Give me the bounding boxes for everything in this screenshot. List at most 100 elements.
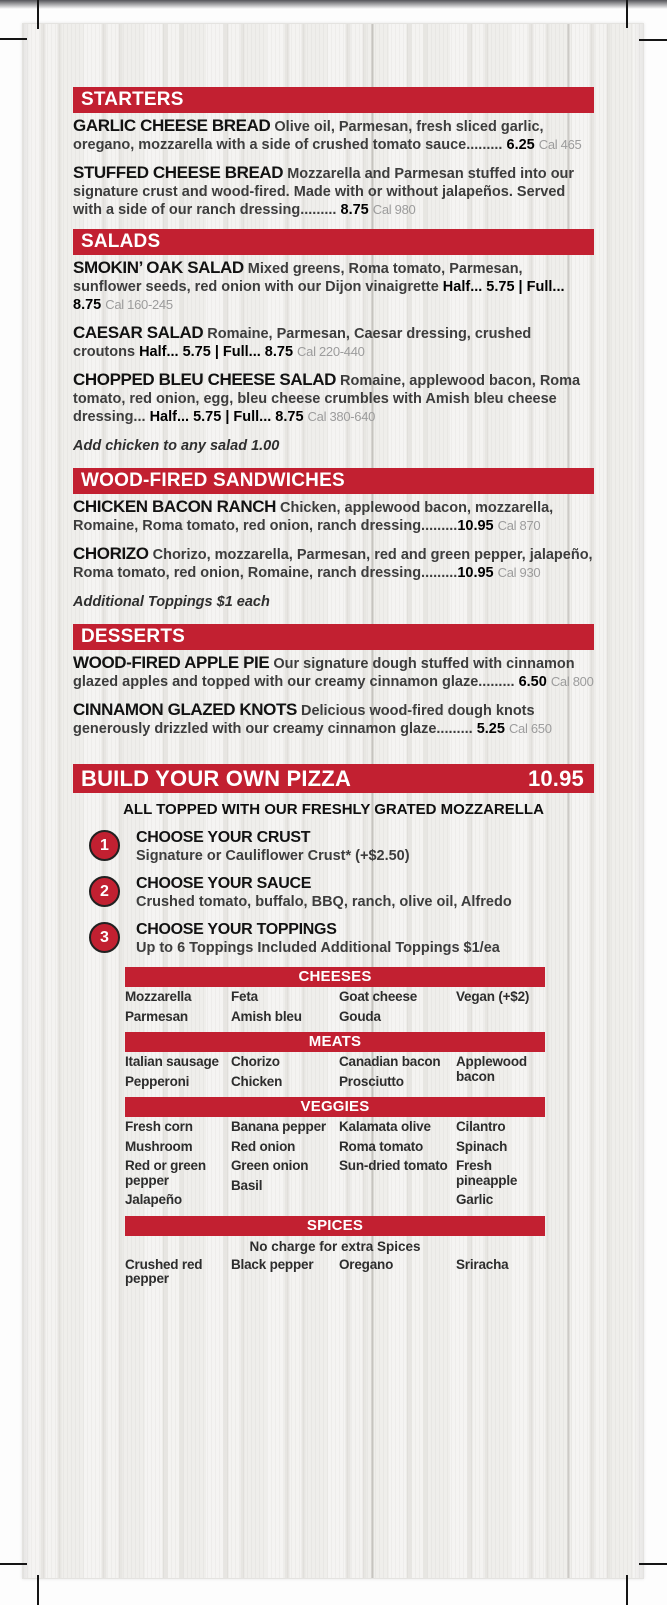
topping-entry: Goat cheese [339, 989, 418, 1004]
step-description: Up to 6 Toppings Included Additional Top… [136, 940, 500, 956]
section-header-desserts: DESSERTS [73, 624, 594, 650]
item-price: 6.50 [518, 674, 547, 690]
topping-entry: Banana pepper [231, 1119, 326, 1134]
item-description: Mixed greens, Roma tomato, Parmesan, sun… [73, 261, 523, 295]
topping-entry: Applewood bacon [456, 1054, 527, 1084]
crop-mark-top-left-vertical [37, 0, 39, 29]
step-title: CHOOSE YOUR TOPPINGS [136, 921, 337, 938]
crop-mark-top-right-vertical [626, 0, 628, 28]
step-title: CHOOSE YOUR CRUST [136, 829, 311, 846]
toppings-cell: Kalamata olive Roma tomato Sun-dried tom… [339, 1119, 456, 1213]
step-number-badge: 3 [89, 922, 120, 953]
toppings-row-veggies: Fresh corn Mushroom Red or green pepper … [125, 1119, 545, 1213]
toppings-group-header-meats: MEATS [125, 1032, 545, 1052]
item-price: 6.25 [506, 137, 535, 153]
toppings-cell: Applewood bacon [456, 1054, 545, 1094]
topping-entry: Italian sausage [125, 1054, 219, 1069]
topping-entry: Feta [231, 989, 258, 1004]
toppings-row-meats: Italian sausage Pepperoni Chorizo Chicke… [125, 1054, 545, 1094]
crop-mark-bottom-left-horizontal [0, 1563, 27, 1565]
toppings-cell: Feta Amish bleu [231, 989, 339, 1029]
byo-price: 10.95 [527, 766, 584, 791]
salads-note: Add chicken to any salad 1.00 [73, 438, 280, 454]
topping-entry: Chorizo [231, 1054, 280, 1069]
item-calories: Cal 800 [550, 674, 594, 689]
item-calories: Cal 650 [508, 721, 552, 736]
menu-content: STARTERS GARLIC CHEESE BREAD Olive oil, … [23, 24, 643, 1292]
topping-entry: Prosciutto [339, 1073, 404, 1089]
toppings-cell: Goat cheese Gouda [339, 989, 456, 1029]
item-price: Half... 5.75 | Full... 8.75 [139, 344, 294, 360]
crop-mark-bottom-right-vertical [626, 1575, 628, 1605]
topping-entry: Spinach [456, 1138, 508, 1154]
toppings-cell: Black pepper [231, 1256, 339, 1292]
menu-item-chicken-bacon-ranch: CHICKEN BACON RANCH Chicken, applewood b… [73, 498, 594, 535]
item-description: Delicious wood-fired dough knots generou… [73, 703, 535, 737]
topping-entry: Crushed red pepper [125, 1256, 203, 1286]
topping-entry: Chicken [231, 1073, 283, 1089]
item-description: Chorizo, mozzarella, Parmesan, red and g… [73, 547, 593, 581]
step-description: Crushed tomato, buffalo, BBQ, ranch, oli… [136, 894, 512, 910]
menu-item-cinnamon-glazed-knots: CINNAMON GLAZED KNOTS Delicious wood-fir… [73, 701, 594, 738]
toppings-cell: Mozzarella Parmesan [125, 989, 231, 1029]
item-name: CHICKEN BACON RANCH [73, 497, 277, 516]
step-text: CHOOSE YOUR TOPPINGS Up to 6 Toppings In… [136, 920, 500, 957]
crop-mark-top-left-horizontal [0, 38, 27, 40]
topping-entry: Kalamata olive [339, 1119, 431, 1134]
crop-mark-bottom-right-horizontal [639, 1563, 667, 1565]
toppings-group-header-veggies: VEGGIES [125, 1097, 545, 1117]
item-description: Our signature dough stuffed with cinnamo… [73, 656, 575, 690]
topping-entry: Red or green pepper [125, 1158, 206, 1188]
byo-step-sauce: 2 CHOOSE YOUR SAUCE Crushed tomato, buff… [73, 874, 594, 911]
sandwiches-note: Additional Toppings $1 each [73, 594, 270, 610]
toppings-cell: Vegan (+$2) [456, 989, 545, 1029]
item-name: WOOD-FIRED APPLE PIE [73, 653, 270, 672]
topping-entry: Green onion [231, 1158, 309, 1173]
step-text: CHOOSE YOUR CRUST Signature or Cauliflow… [136, 828, 410, 865]
item-price: 10.95 [457, 518, 494, 534]
section-header-starters: STARTERS [73, 87, 594, 113]
topping-entry: Vegan (+$2) [456, 989, 530, 1004]
step-text: CHOOSE YOUR SAUCE Crushed tomato, buffal… [136, 874, 512, 911]
menu-item-stuffed-cheese-bread: STUFFED CHEESE BREAD Mozzarella and Parm… [73, 164, 594, 219]
byo-step-toppings: 3 CHOOSE YOUR TOPPINGS Up to 6 Toppings … [73, 920, 594, 957]
item-calories: Cal 160-245 [105, 297, 173, 312]
byo-pizza-header: BUILD YOUR OWN PIZZA 10.95 [73, 764, 594, 793]
byo-subtitle: ALL TOPPED WITH OUR FRESHLY GRATED MOZZA… [123, 801, 544, 818]
toppings-cell: Canadian bacon Prosciutto [339, 1054, 456, 1094]
step-number-badge: 1 [89, 830, 120, 861]
byo-step-crust: 1 CHOOSE YOUR CRUST Signature or Caulifl… [73, 828, 594, 865]
topping-entry: Pepperoni [125, 1073, 190, 1089]
topping-entry: Fresh pineapple [456, 1158, 518, 1188]
menu-item-garlic-cheese-bread: GARLIC CHEESE BREAD Olive oil, Parmesan,… [73, 117, 594, 154]
item-calories: Cal 930 [497, 565, 541, 580]
toppings-table: CHEESES Mozzarella Parmesan Feta Amish b… [125, 967, 545, 1292]
toppings-row-cheeses: Mozzarella Parmesan Feta Amish bleu Goat… [125, 989, 545, 1029]
item-name: CAESAR SALAD [73, 323, 204, 342]
page-top-shadow [0, 0, 667, 10]
topping-entry: Fresh corn [125, 1119, 193, 1134]
item-name: STUFFED CHEESE BREAD [73, 163, 284, 182]
item-price: Half... 5.75 | Full... 8.75 [73, 279, 565, 313]
byo-title: BUILD YOUR OWN PIZZA [81, 766, 352, 791]
item-description: Mozzarella and Parmesan stuffed into our… [73, 166, 575, 218]
item-price: 8.75 [340, 202, 369, 218]
topping-entry: Black pepper [231, 1256, 314, 1272]
menu-item-chopped-bleu-cheese-salad: CHOPPED BLEU CHEESE SALAD Romaine, apple… [73, 371, 594, 426]
topping-entry: Garlic [456, 1192, 494, 1207]
crop-mark-top-right-horizontal [639, 39, 667, 41]
menu-item-wood-fired-apple-pie: WOOD-FIRED APPLE PIE Our signature dough… [73, 654, 594, 691]
item-name: CHOPPED BLEU CHEESE SALAD [73, 370, 336, 389]
item-calories: Cal 380-640 [307, 409, 376, 424]
toppings-row-spices: Crushed red pepper Black pepper Oregano … [125, 1256, 545, 1292]
item-description: Romaine, applewood bacon, Roma tomato, r… [73, 373, 581, 425]
item-description: Chicken, applewood bacon, mozzarella, Ro… [73, 500, 554, 534]
item-name: CHORIZO [73, 544, 149, 563]
section-header-salads: SALADS [73, 229, 594, 255]
menu-item-smokin-oak-salad: SMOKIN’ OAK SALAD Mixed greens, Roma tom… [73, 259, 594, 314]
topping-entry: Basil [231, 1177, 263, 1193]
toppings-cell: Italian sausage Pepperoni [125, 1054, 231, 1094]
topping-entry: Sun-dried tomato [339, 1158, 448, 1173]
wood-menu-panel: STARTERS GARLIC CHEESE BREAD Olive oil, … [22, 23, 644, 1579]
item-description: Olive oil, Parmesan, fresh sliced garlic… [73, 119, 544, 153]
